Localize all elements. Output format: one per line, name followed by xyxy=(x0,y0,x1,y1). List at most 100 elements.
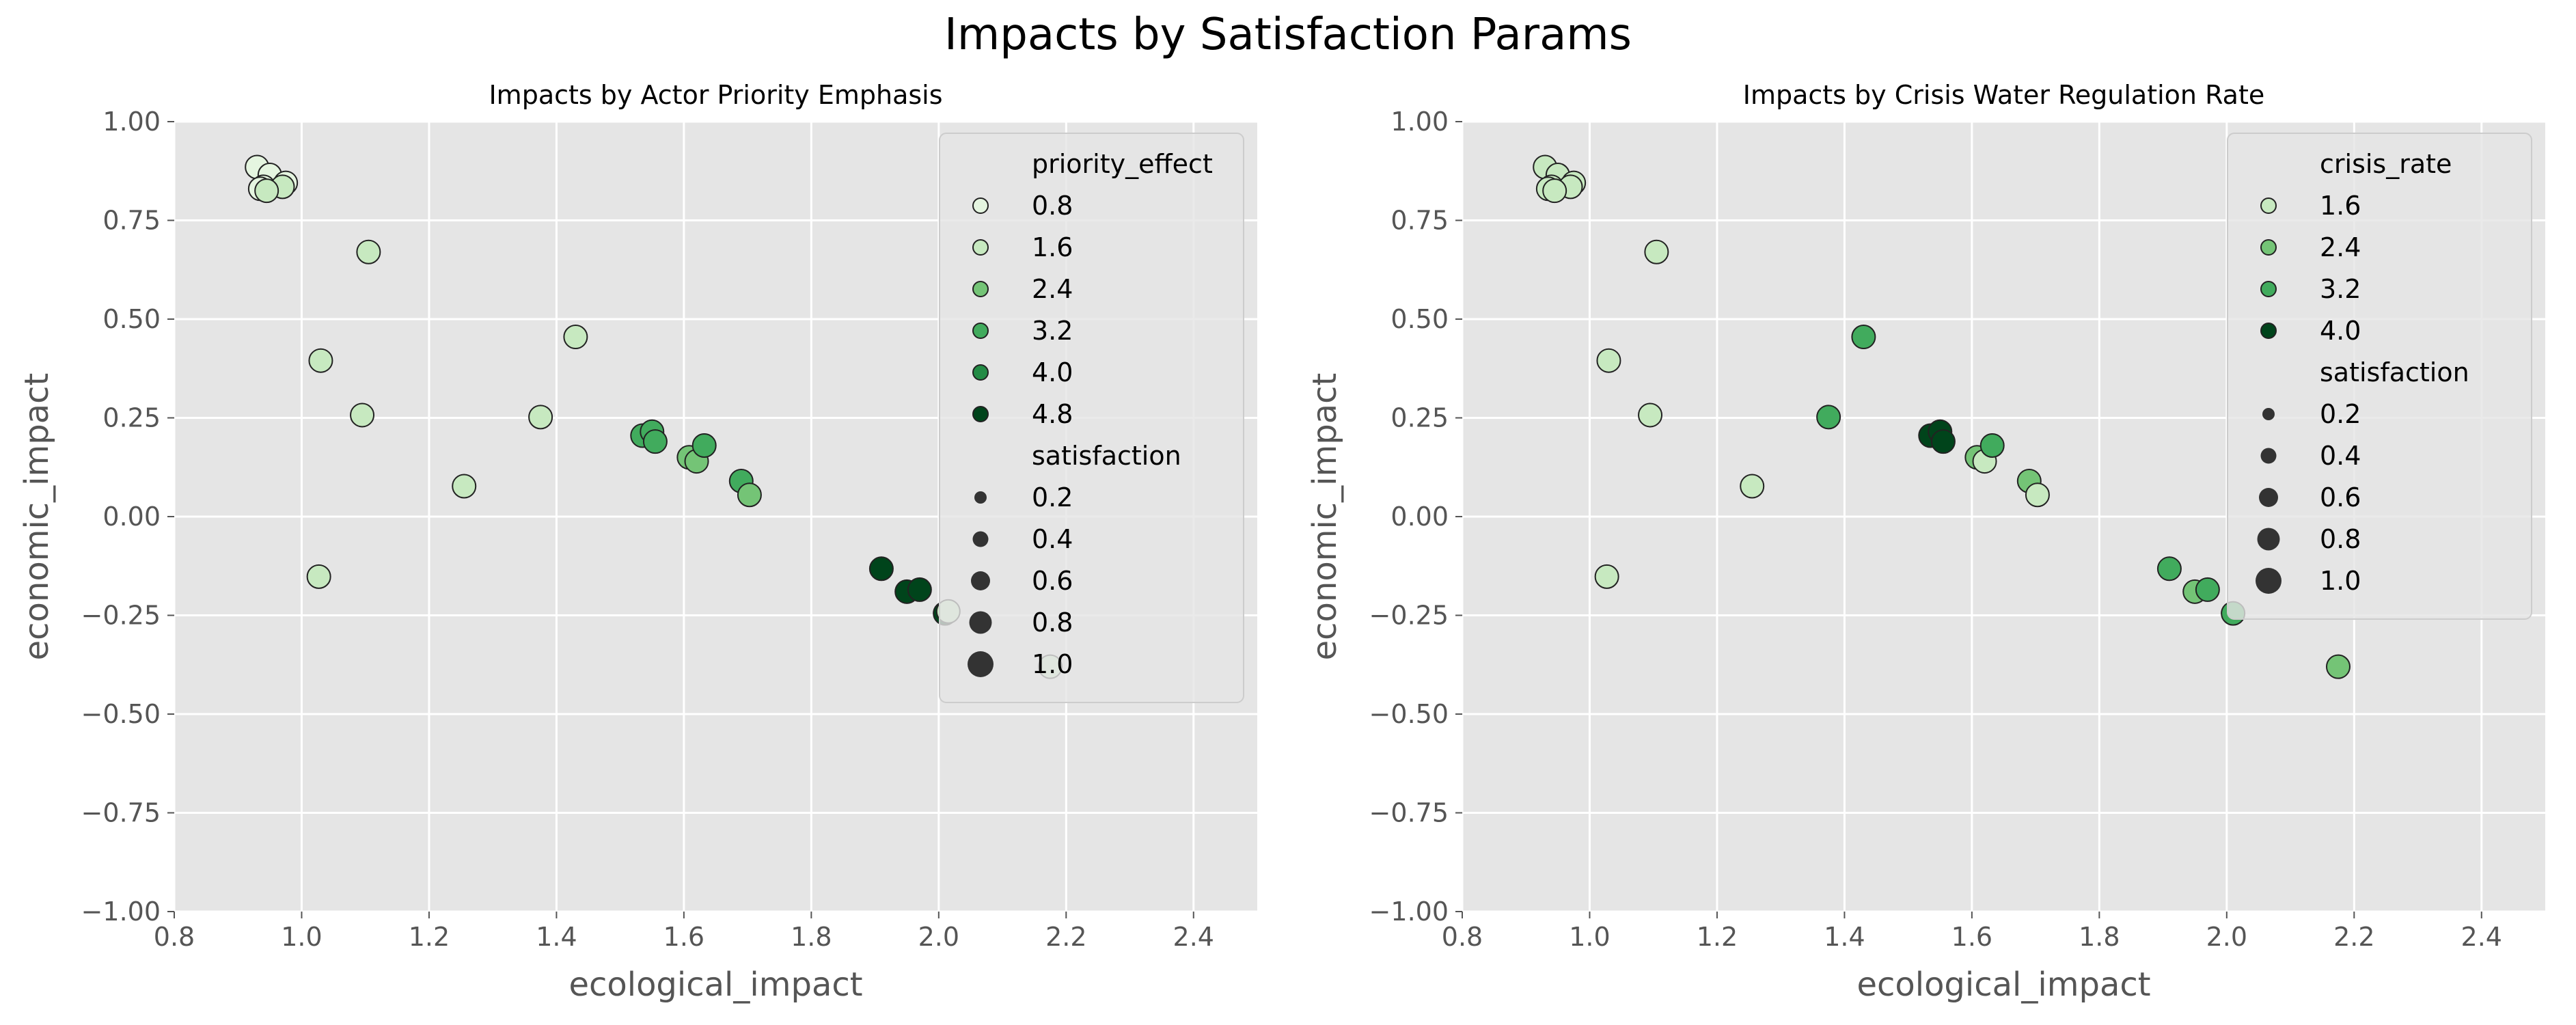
y-tick-label: −0.25 xyxy=(81,601,161,631)
data-point xyxy=(1930,429,1956,454)
legend-size-title: satisfaction xyxy=(1032,441,1181,471)
data-point xyxy=(1851,325,1876,350)
x-tick-label: 0.8 xyxy=(1442,922,1483,952)
legend-hue-marker xyxy=(972,197,989,214)
legend-hue-label: 4.8 xyxy=(1032,399,1073,429)
legend-hue-marker xyxy=(972,406,989,422)
legend-hue-label: 1.6 xyxy=(1032,232,1073,262)
legend-size-marker xyxy=(971,571,990,590)
legend-box xyxy=(2227,133,2532,620)
legend-size-title: satisfaction xyxy=(2320,357,2469,387)
legend-size-marker xyxy=(2260,448,2277,464)
y-tick-label: −0.75 xyxy=(1369,798,1449,828)
legend-hue-label: 4.0 xyxy=(2320,316,2361,346)
x-tick-label: 1.0 xyxy=(281,922,322,952)
legend-hue-marker xyxy=(2260,239,2277,256)
legend-size-marker xyxy=(972,531,989,547)
legend-size-label: 1.0 xyxy=(1032,649,1073,679)
x-tick-label: 1.4 xyxy=(1824,922,1865,952)
y-tick-label: 0.75 xyxy=(102,206,161,236)
legend-hue-label: 3.2 xyxy=(2320,274,2361,304)
x-tick-label: 1.2 xyxy=(409,922,450,952)
y-tick-label: −0.25 xyxy=(1369,601,1449,631)
legend-box xyxy=(939,133,1244,703)
data-point xyxy=(306,564,331,589)
legend-size-marker xyxy=(969,611,992,634)
data-point xyxy=(350,402,375,428)
data-point xyxy=(737,482,762,508)
x-tick-label: 1.6 xyxy=(1951,922,1992,952)
data-point xyxy=(2325,654,2351,679)
data-point xyxy=(868,556,894,582)
legend-size-label: 0.4 xyxy=(2320,441,2361,471)
x-axis-label: ecological_impact xyxy=(568,966,862,1004)
y-tick-label: 0.00 xyxy=(102,502,161,532)
data-point xyxy=(2156,556,2182,582)
x-tick-label: 2.2 xyxy=(2333,922,2374,952)
data-point xyxy=(691,433,717,458)
y-tick-label: 0.50 xyxy=(102,304,161,334)
legend-size-label: 0.2 xyxy=(2320,399,2361,429)
axes-title: Impacts by Actor Priority Emphasis xyxy=(489,80,942,110)
y-tick-label: 0.75 xyxy=(1390,206,1449,236)
legend-hue-label: 3.2 xyxy=(1032,316,1073,346)
legend-hue-marker xyxy=(2260,197,2277,214)
y-tick-label: −0.50 xyxy=(1369,699,1449,729)
x-tick-label: 2.4 xyxy=(2461,922,2502,952)
y-tick-label: 1.00 xyxy=(102,107,161,137)
x-tick-label: 2.4 xyxy=(1173,922,1214,952)
legend-hue-title: priority_effect xyxy=(1032,149,1213,179)
data-point xyxy=(1979,433,2005,458)
legend-size-label: 0.6 xyxy=(1032,566,1073,596)
x-tick-label: 0.8 xyxy=(154,922,195,952)
x-tick-label: 2.2 xyxy=(1045,922,1086,952)
data-point xyxy=(1638,402,1663,428)
legend-size-marker xyxy=(2256,568,2282,594)
legend-size-label: 0.6 xyxy=(2320,482,2361,512)
y-tick-label: 0.50 xyxy=(1390,304,1449,334)
scatter-panel-crisis-rate: 0.8 1.0 1.2 1.4 1.6 1.8 2.0 2.2 2.4 −1.00 −0.75 −0.… xyxy=(1306,80,2545,1004)
legend-hue-marker xyxy=(972,281,989,297)
x-tick-label: 2.0 xyxy=(2206,922,2247,952)
x-tick-label: 1.2 xyxy=(1697,922,1738,952)
y-tick-label: 0.25 xyxy=(102,403,161,433)
legend-size-label: 0.2 xyxy=(1032,482,1073,512)
legend-hue-label: 2.4 xyxy=(1032,274,1073,304)
legend-hue-title: crisis_rate xyxy=(2320,149,2452,179)
data-point xyxy=(1542,178,1567,204)
legend-size-label: 0.8 xyxy=(1032,607,1073,638)
x-tick-label: 1.4 xyxy=(536,922,577,952)
data-point xyxy=(356,239,381,264)
legend-size-label: 0.4 xyxy=(1032,524,1073,554)
data-point xyxy=(452,474,477,499)
y-tick-label: 0.25 xyxy=(1390,403,1449,433)
y-axis-label: economic_impact xyxy=(18,373,56,661)
legend-hue-marker xyxy=(972,364,989,381)
y-tick-label: −1.00 xyxy=(1369,897,1449,927)
data-point xyxy=(528,405,553,430)
legend-hue-marker xyxy=(972,239,989,256)
x-tick-label: 1.0 xyxy=(1569,922,1610,952)
axes-title: Impacts by Crisis Water Regulation Rate xyxy=(1743,80,2264,110)
y-tick-label: −0.50 xyxy=(81,699,161,729)
y-tick-label: 1.00 xyxy=(1390,107,1449,137)
legend-size-marker xyxy=(968,651,994,677)
legend-hue-label: 0.8 xyxy=(1032,191,1073,221)
data-point xyxy=(907,577,932,602)
y-axis-label: economic_impact xyxy=(1306,373,1344,661)
legend-hue-marker xyxy=(972,323,989,339)
figure-title: Impacts by Satisfaction Params xyxy=(944,10,1632,60)
x-tick-label: 1.8 xyxy=(2079,922,2120,952)
legend-hue-label: 2.4 xyxy=(2320,232,2361,262)
legend-size-marker xyxy=(2257,528,2280,551)
legend-size-label: 1.0 xyxy=(2320,566,2361,596)
data-point xyxy=(1594,564,1619,589)
data-point xyxy=(1816,405,1841,430)
data-point xyxy=(563,325,588,350)
legend-size-marker xyxy=(2259,488,2278,507)
data-point xyxy=(1596,348,1621,373)
x-tick-label: 2.0 xyxy=(918,922,959,952)
x-tick-label: 1.8 xyxy=(791,922,832,952)
data-point xyxy=(1740,474,1765,499)
legend-hue-label: 1.6 xyxy=(2320,191,2361,221)
